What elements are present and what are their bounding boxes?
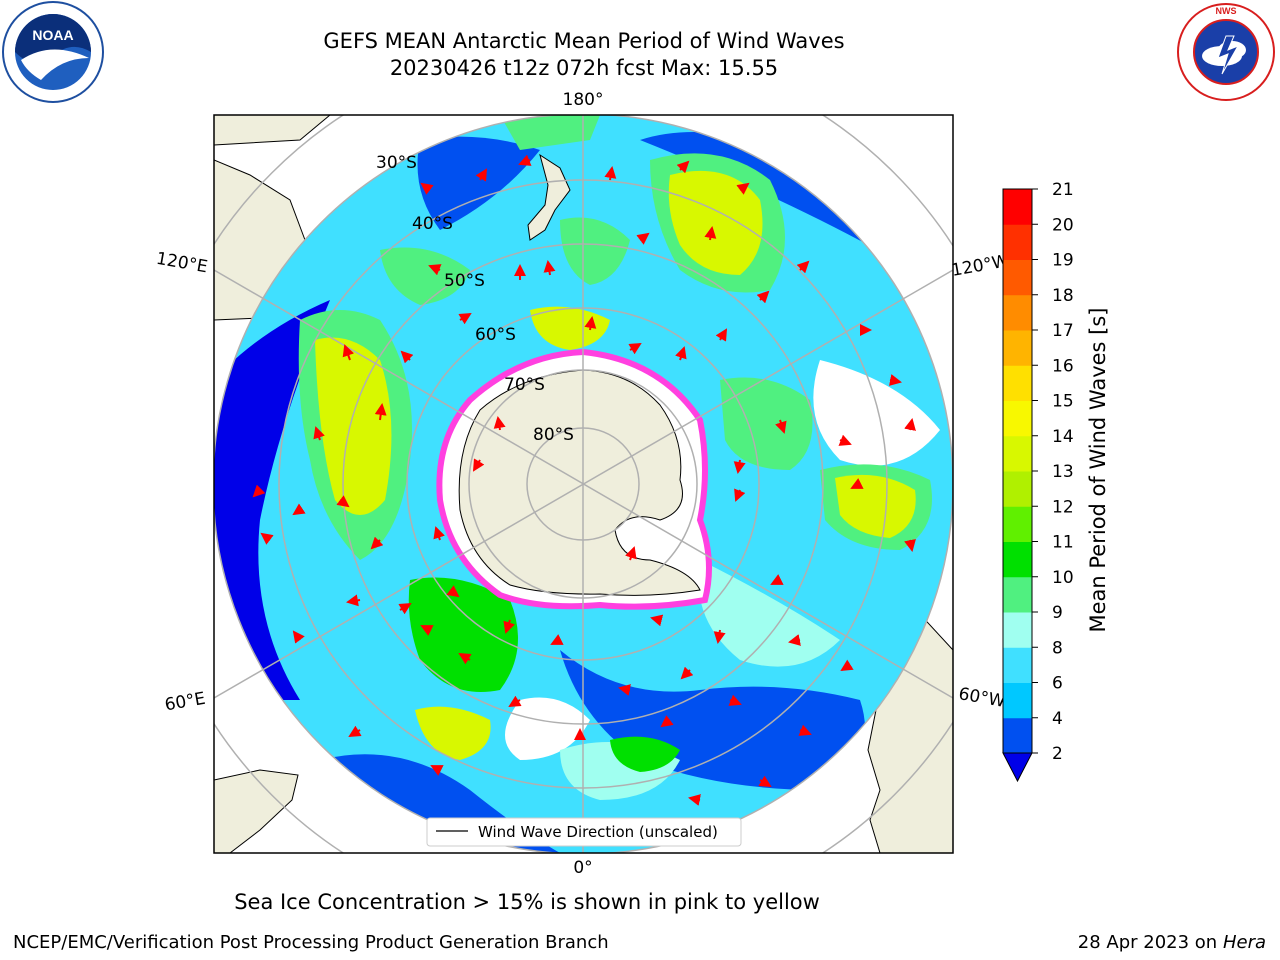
- lon-label-120w: 120°W: [950, 251, 1011, 281]
- legend-label: Wind Wave Direction (unscaled): [478, 823, 718, 841]
- branch-credit: NCEP/EMC/Verification Post Processing Pr…: [13, 932, 609, 953]
- noaa-logo-text: NOAA: [32, 27, 73, 43]
- colorbar-tick-label: 4: [1052, 709, 1063, 729]
- noaa-logo: NOAA: [2, 1, 104, 103]
- colorbar-bin: [1003, 435, 1032, 472]
- colorbar-bin: [1003, 647, 1032, 683]
- lat-label-60: 60°S: [475, 325, 516, 345]
- colorbar-bin: [1003, 294, 1032, 331]
- colorbar-bin: [1003, 224, 1032, 260]
- colorbar: 2 4 6 8 9 10 11 12 13 14 15 16 17 18 19 20 21: [1002, 180, 1074, 783]
- colorbar-bin: [1003, 400, 1032, 437]
- colorbar-tick-label: 20: [1052, 215, 1074, 235]
- colorbar-tick-label: 17: [1052, 321, 1074, 341]
- lon-label-120e: 120°E: [155, 249, 209, 278]
- colorbar-bin: [1003, 365, 1032, 401]
- colorbar-under-arrow: [1002, 752, 1033, 783]
- colorbar-tick-label: 6: [1052, 674, 1063, 694]
- lat-label-50: 50°S: [444, 271, 485, 291]
- nws-logo: NWS: [1176, 2, 1276, 102]
- colorbar-tick-label: 8: [1052, 638, 1063, 658]
- colorbar-bin: [1003, 576, 1032, 613]
- colorbar-bin: [1003, 189, 1032, 225]
- colorbar-tick-label: 13: [1052, 462, 1074, 482]
- lon-label-60w: 60°W: [957, 684, 1007, 712]
- antarctica-land: [458, 369, 701, 596]
- colorbar-tick-label: 15: [1052, 392, 1074, 412]
- colorbar-tick-label: 10: [1052, 568, 1074, 588]
- new-zealand-land: [527, 153, 571, 241]
- svg-text:NWS: NWS: [1216, 6, 1237, 16]
- run-host: Hera: [1222, 932, 1266, 953]
- colorbar-tick-label: 18: [1052, 286, 1074, 306]
- colorbar-bin: [1003, 330, 1032, 366]
- colorbar-tick-label: 14: [1052, 427, 1074, 447]
- colorbar-tick-label: 2: [1052, 744, 1063, 764]
- colorbar-tick-label: 11: [1052, 533, 1074, 553]
- lat-label-30: 30°S: [376, 153, 417, 173]
- map-legend: [426, 817, 742, 847]
- lat-label-70: 70°S: [504, 375, 545, 395]
- chart-title: GEFS MEAN Antarctic Mean Period of Wind …: [323, 29, 845, 53]
- run-date-text: 28 Apr 2023 on: [1077, 932, 1218, 953]
- colorbar-tick-label: 21: [1052, 180, 1074, 200]
- run-date: 28 Apr 2023 on Hera: [1078, 932, 1266, 953]
- africa-land: [214, 769, 299, 853]
- colorbar-bin: [1003, 471, 1032, 507]
- wind-arrows: [252, 154, 916, 806]
- lon-label-0: 0°: [573, 858, 592, 878]
- colorbar-tick-label: 9: [1052, 603, 1063, 623]
- chart-subtitle: 20230426 t12z 072h fcst Max: 15.55: [389, 56, 779, 80]
- lat-label-80: 80°S: [533, 425, 574, 445]
- colorbar-tick-label: 16: [1052, 356, 1074, 376]
- lon-label-60e: 60°E: [163, 689, 207, 716]
- colorbar-title: Mean Period of Wind Waves [s]: [1086, 308, 1110, 633]
- colorbar-tick-label: 19: [1052, 251, 1074, 271]
- lon-label-180: 180°: [563, 90, 604, 110]
- australia-land: [214, 115, 331, 146]
- sea-ice-note: Sea Ice Concentration > 15% is shown in …: [234, 890, 820, 914]
- colorbar-bin: [1003, 682, 1032, 719]
- colorbar-bin: [1003, 259, 1032, 296]
- colorbar-tick-label: 12: [1052, 497, 1074, 517]
- colorbar-bin: [1003, 541, 1032, 578]
- lat-label-40: 40°S: [412, 214, 453, 234]
- colorbar-bin: [1003, 717, 1032, 754]
- colorbar-bin: [1003, 612, 1032, 648]
- colorbar-bin: [1003, 506, 1032, 542]
